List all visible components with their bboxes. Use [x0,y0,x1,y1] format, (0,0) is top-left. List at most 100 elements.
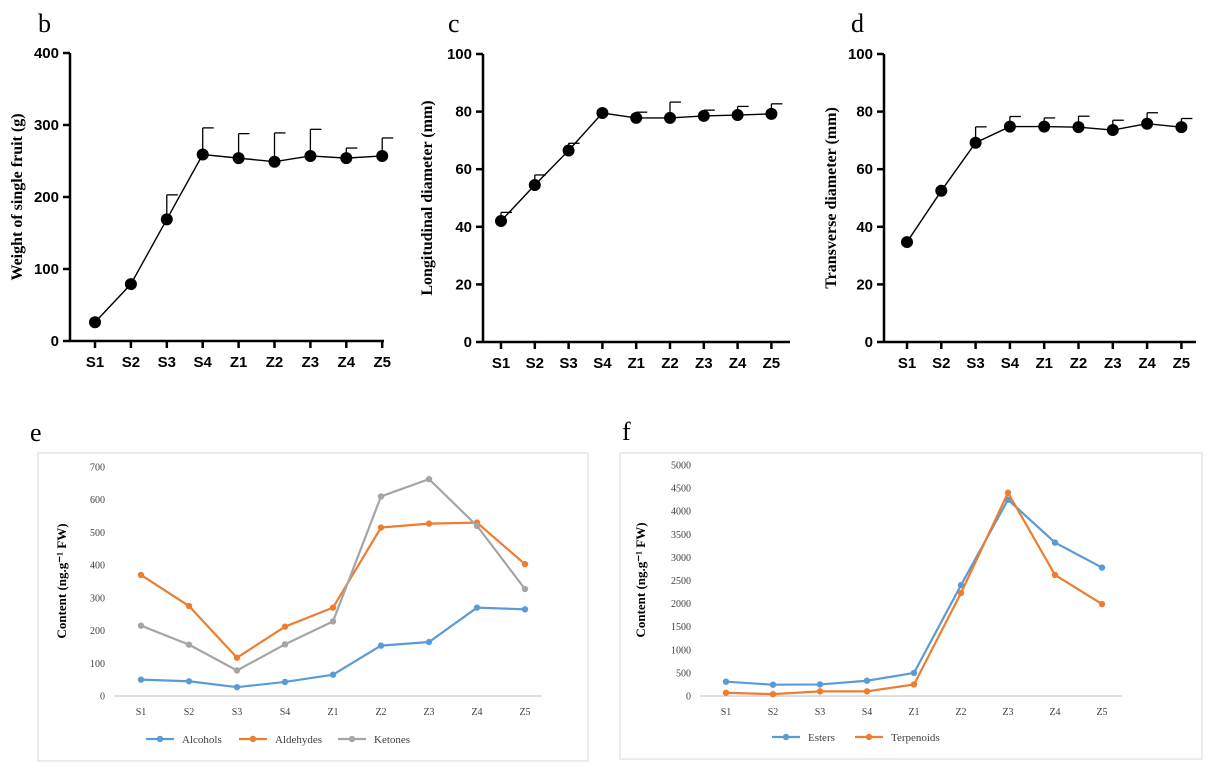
data-point [1106,124,1119,137]
data-point-terpenoids [863,688,871,695]
data-point-ketones [281,641,289,648]
x-tick-label: Z4 [338,354,356,371]
y-tick-label: 100 [447,46,472,63]
y-tick-label: 400 [90,561,105,572]
x-tick-label: S3 [559,355,577,372]
y-tick-label: 200 [34,189,59,206]
data-point-alcohols [233,683,241,691]
y-tick-label: 0 [51,333,59,350]
x-tick-label: Z1 [327,707,338,718]
x-tick-label: S4 [194,354,213,371]
legend-marker-esters [782,733,790,741]
data-point [528,179,541,192]
data-point [495,215,507,228]
x-tick-label: S3 [815,707,826,718]
data-point-alcohols [377,642,385,649]
y-axis-label: Content (ng.g⁻¹ FW) [54,523,69,638]
legend-label-terpenoids: Terpenoids [891,732,940,744]
y-axis-label: Longitudinal diameter (mm) [419,100,436,295]
legend-marker-alcohols [156,735,164,743]
x-tick-label: Z5 [519,707,530,718]
x-tick-label: Z1 [230,354,248,371]
data-point [664,111,676,124]
chart-frame [619,452,1203,760]
x-tick-label: Z2 [661,355,679,372]
series-line [94,153,383,323]
data-point [196,148,209,161]
data-point-terpenoids [1051,571,1059,579]
x-tick-label: Z3 [423,707,434,718]
data-point-esters [1051,539,1059,546]
data-point [160,213,173,226]
y-tick-label: 1500 [671,622,691,633]
data-point-alcohols [185,678,193,685]
x-tick-label: Z5 [763,355,781,372]
data-point-alcohols [329,671,337,678]
data-point-aldehydes [425,520,433,527]
x-tick-label: Z3 [302,354,320,371]
panel-label-d: d [851,9,864,38]
data-point-ketones [329,618,337,625]
y-tick-label: 500 [90,528,105,539]
legend-label-aldehydes: Aldehydes [275,734,322,746]
y-tick-label: 0 [686,692,691,703]
x-tick-label: S3 [966,355,984,372]
data-point-esters [863,677,871,684]
data-point [630,111,643,124]
data-point-aldehydes [377,524,385,531]
y-tick-label: 0 [865,334,873,351]
y-tick-label: 4000 [671,507,691,518]
y-tick-label: 1000 [671,645,691,656]
x-tick-label: S4 [280,707,291,718]
y-tick-label: 2500 [671,576,691,587]
x-tick-label: Z1 [627,355,645,372]
legend-label-esters: Esters [808,732,835,744]
y-tick-label: 0 [464,334,472,351]
data-point [1038,120,1051,133]
data-point-aldehydes [233,654,241,661]
y-tick-label: 20 [455,276,472,293]
panel-label-b: b [38,9,51,38]
data-point [1141,117,1154,130]
data-point-alcohols [137,676,145,683]
y-tick-label: 300 [90,593,105,604]
chart-panel-c: c 0 20 40 60 80 100 S1 S2 S3 S4 Z1 Z2 Z3 Z4 Z5 Longitudi… [419,9,790,372]
data-point [1072,121,1085,134]
data-point-terpenoids [1098,600,1106,608]
data-point-esters [957,581,965,589]
data-point-alcohols [473,604,481,611]
data-point [935,184,948,197]
x-tick-label: S1 [492,355,510,372]
chart-frame [37,452,589,762]
x-tick-label: Z1 [908,707,919,718]
y-tick-label: 20 [856,276,873,293]
y-tick-label: 40 [455,219,472,236]
data-point-ketones [377,493,385,500]
x-tick-label: S2 [526,355,544,372]
data-point-terpenoids [816,688,824,695]
x-tick-label: S3 [158,354,176,371]
x-tick-label: Z4 [1138,355,1156,372]
data-point [697,109,710,122]
data-point-alcohols [281,678,289,686]
data-point-esters [1098,564,1106,571]
x-tick-label: Z4 [1049,707,1060,718]
x-tick-label: S1 [721,707,732,718]
data-point [901,236,913,249]
x-tick-label: S4 [862,707,873,718]
y-tick-label: 100 [34,261,59,278]
x-tick-label: Z4 [729,355,747,372]
chart-panel-b: b 0 100 200 300 400 S1 S2 S3 S4 Z1 Z2 Z3 Z4 Z5 Weight o… [9,9,394,371]
x-tick-label: Z2 [266,354,284,371]
y-tick-label: 4500 [671,484,691,495]
y-tick-label: 600 [90,495,105,506]
y-tick-label: 0 [100,692,105,703]
data-point-terpenoids [910,681,918,688]
x-tick-label: Z3 [1002,707,1013,718]
x-tick-label: Z4 [471,707,482,718]
data-point-alcohols [425,638,433,646]
y-tick-label: 100 [90,659,105,670]
data-point-aldehydes [329,604,337,611]
chart-panel-d: d 0 20 40 60 80 100 S1 S2 S3 S4 Z1 Z2 Z3 Z4 Z5 Transvers… [823,9,1196,372]
